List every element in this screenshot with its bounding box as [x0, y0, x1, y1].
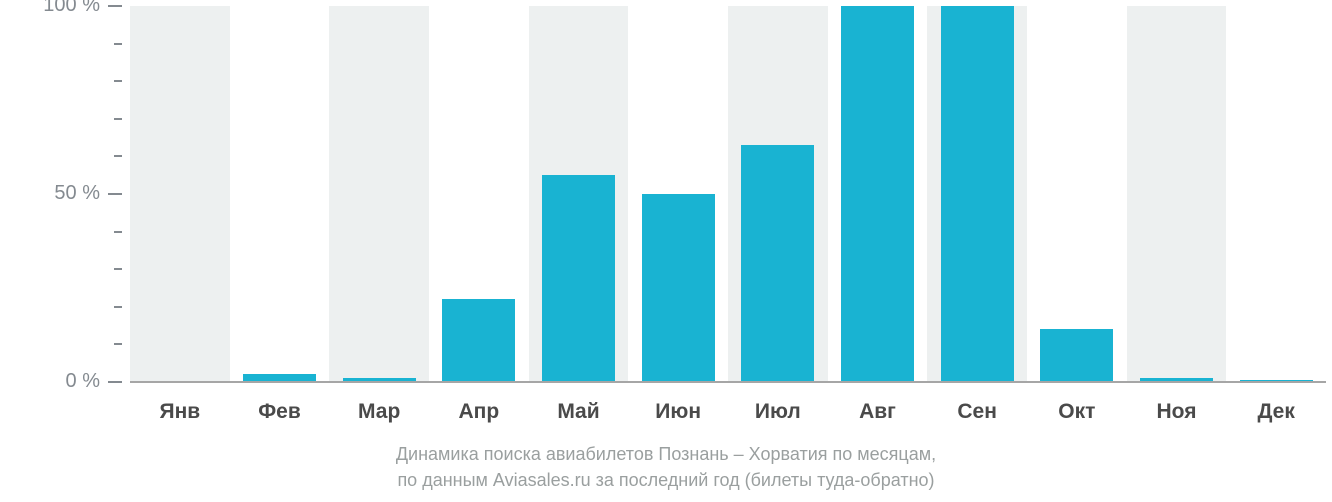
x-axis-label: Июн	[628, 400, 728, 424]
x-axis-label: Ноя	[1127, 400, 1227, 424]
x-axis-label: Окт	[1027, 400, 1127, 424]
x-axis-label: Дек	[1226, 400, 1326, 424]
caption-line-1: Динамика поиска авиабилетов Познань – Хо…	[0, 444, 1332, 465]
bar-chart: 0 %50 %100 % ЯнвФевМарАпрМайИюнИюлАвгСен…	[0, 0, 1332, 502]
x-axis-label: Фев	[230, 400, 330, 424]
x-axis-label: Июл	[728, 400, 828, 424]
x-axis: ЯнвФевМарАпрМайИюнИюлАвгСенОктНояДек	[0, 0, 1332, 502]
x-axis-label: Янв	[130, 400, 230, 424]
x-axis-label: Авг	[828, 400, 928, 424]
x-axis-label: Апр	[429, 400, 529, 424]
x-axis-label: Май	[529, 400, 629, 424]
x-axis-label: Сен	[927, 400, 1027, 424]
x-axis-label: Мар	[329, 400, 429, 424]
caption-line-2: по данным Aviasales.ru за последний год …	[0, 470, 1332, 491]
